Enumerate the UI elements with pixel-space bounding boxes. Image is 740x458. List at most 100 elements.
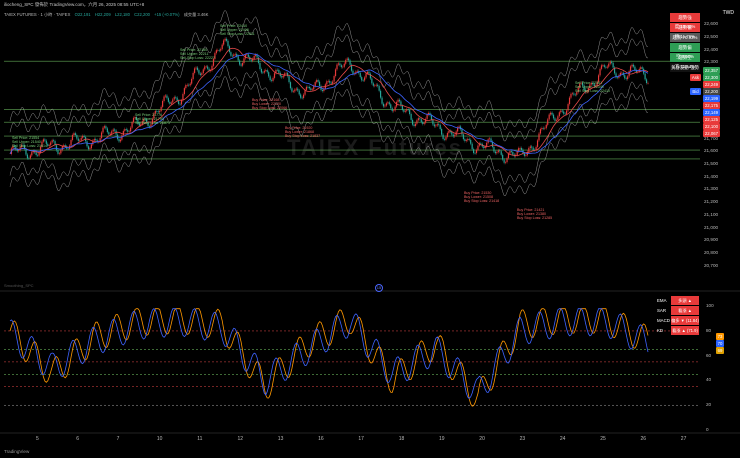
indicator-row: EMA 多頭 ▲	[657, 296, 715, 305]
candle-body	[186, 84, 188, 86]
annotation-line: Buy Price: 21421	[517, 208, 545, 212]
event-badge[interactable]: 15	[375, 284, 383, 292]
candle-body	[195, 67, 197, 69]
candle-body	[196, 67, 199, 71]
annotation-line: Buy Lower: 21868	[285, 130, 314, 135]
oscillator-axis-label: 0	[706, 427, 709, 432]
candle-body	[547, 119, 549, 125]
bollinger-band	[9, 64, 649, 185]
candle-body	[590, 82, 592, 85]
candle-body	[470, 139, 472, 144]
candle-body	[108, 132, 110, 135]
currency-label[interactable]: TWD	[722, 10, 734, 16]
candle-body	[413, 124, 415, 127]
candle-body	[592, 82, 594, 85]
candle-body	[477, 145, 479, 150]
candle-body	[603, 65, 606, 67]
price-axis-label: 21,100	[704, 211, 719, 217]
candle-body	[582, 82, 584, 86]
candle-body	[102, 127, 104, 133]
candle-body	[262, 72, 264, 74]
candle-body	[291, 88, 293, 92]
candle-body	[318, 81, 321, 86]
candle-body	[352, 70, 354, 74]
candle-body	[550, 112, 552, 115]
candle-body	[241, 63, 244, 66]
candle-body	[519, 148, 521, 149]
candle-body	[454, 135, 456, 137]
candle-body	[560, 110, 562, 113]
candle-body	[499, 150, 501, 152]
candle-body	[606, 66, 608, 68]
candle-body	[442, 134, 444, 139]
candle-body	[15, 146, 17, 150]
candle-body	[491, 141, 494, 147]
oscillator-axis-label: 40	[706, 377, 712, 383]
candle-body	[410, 114, 412, 120]
price-axis-label: 21,600	[704, 148, 719, 154]
candle-body	[208, 68, 210, 72]
candle-body	[618, 75, 620, 78]
candle-body	[305, 86, 308, 90]
candle-body	[302, 94, 305, 98]
candle-body	[231, 55, 233, 57]
candle-body	[544, 128, 546, 129]
candle-body	[205, 66, 207, 68]
candle-body	[371, 78, 373, 84]
indicator-row: MACD 偏多 ▼ (11.84)	[657, 316, 715, 325]
candle-body	[253, 55, 255, 59]
candle-body	[109, 133, 111, 135]
candle-body	[554, 118, 556, 121]
candle-body	[224, 38, 226, 41]
candle-body	[589, 84, 591, 89]
candle-body	[204, 66, 206, 70]
candle-body	[143, 118, 145, 122]
candle-body	[144, 118, 146, 120]
candle-body	[387, 102, 389, 104]
time-axis-label: 17	[358, 436, 364, 442]
candle-body	[44, 139, 46, 141]
candle-body	[122, 130, 124, 136]
candle-body	[156, 111, 158, 112]
candle-body	[568, 97, 571, 105]
candle-body	[288, 76, 290, 83]
candle-body	[73, 133, 75, 135]
candle-body	[118, 139, 120, 142]
candle-body	[619, 72, 621, 76]
candle-body	[551, 112, 553, 115]
annotation-line: Buy Stop Loss: 22066	[252, 106, 288, 111]
annotation-line: Sell Price: 21776	[135, 113, 163, 117]
candle-body	[541, 127, 543, 130]
annotation-line: Buy Price: 22168	[252, 98, 280, 102]
candle-body	[422, 122, 424, 124]
candle-body	[379, 90, 382, 98]
price-axis-label: 21,000	[704, 224, 719, 230]
annotation-line: Buy Lower: 21508	[464, 195, 493, 200]
candle-body	[580, 82, 582, 84]
candle-body	[326, 81, 328, 85]
candle-body	[334, 69, 337, 77]
candle-body	[403, 110, 405, 112]
candle-body	[605, 66, 607, 68]
candle-body	[425, 118, 427, 123]
candle-body	[503, 159, 505, 163]
indicator-name: SAR	[657, 308, 667, 313]
candle-body	[170, 102, 172, 104]
candle-body	[221, 44, 223, 50]
symbol-name[interactable]: TAIEX FUTURES · 1 小時 · TAIFEX	[4, 12, 71, 17]
candle-body	[74, 133, 76, 136]
candle-body	[180, 100, 183, 105]
candle-body	[346, 58, 348, 61]
candle-body	[542, 127, 544, 129]
candle-body	[368, 71, 370, 74]
candle-body	[173, 97, 175, 100]
candle-body	[304, 89, 306, 95]
bollinger-band	[9, 75, 649, 196]
candle-body	[449, 130, 451, 132]
candle-body	[627, 76, 629, 80]
candle-body	[278, 69, 280, 73]
price-axis-label: 20,700	[704, 262, 719, 268]
candle-body	[48, 145, 50, 146]
annotation-line: Sell Upper: 22349	[575, 85, 604, 90]
